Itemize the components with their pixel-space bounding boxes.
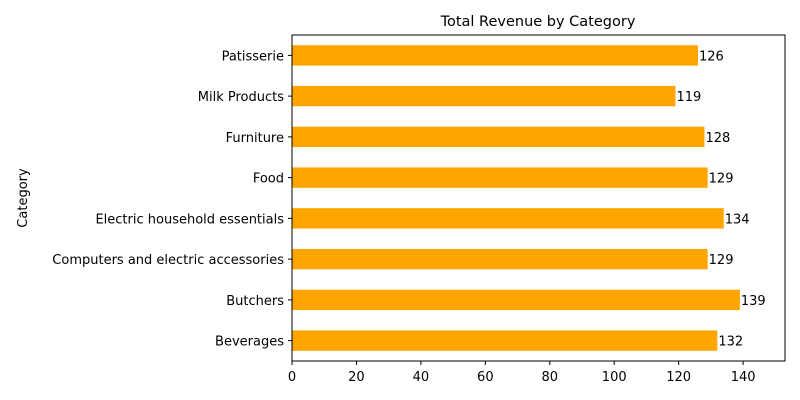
data-label: 119: [676, 90, 701, 105]
category-label: Furniture: [226, 131, 284, 146]
x-tick-label: 100: [602, 370, 627, 385]
category-label: Computers and electric accessories: [52, 253, 284, 268]
category-label: Beverages: [215, 335, 284, 350]
bars-group: 132 139 129 134 129 128 119 126: [292, 45, 766, 351]
data-label: 129: [709, 253, 734, 268]
x-tick-label: 40: [413, 370, 430, 385]
category-label: Food: [253, 172, 284, 187]
chart-title: Total Revenue by Category: [440, 14, 636, 30]
bar-milk-products: [292, 85, 676, 107]
bar-computers-and-electric-accessories: [292, 248, 708, 270]
y-axis-label: Category: [16, 168, 31, 228]
data-label: 126: [699, 49, 724, 64]
x-ticks-group: 0 20 40 60 80 100 120 140: [288, 361, 756, 385]
bar-electric-household-essentials: [292, 208, 724, 229]
y-categories-group: Beverages Butchers Computers and electric …: [52, 49, 292, 350]
data-label: 128: [705, 131, 730, 146]
data-label: 129: [709, 172, 734, 187]
x-tick-label: 120: [666, 370, 691, 385]
bar-food: [292, 167, 708, 188]
bar-furniture: [292, 126, 705, 148]
category-label: Milk Products: [198, 90, 284, 105]
data-label: 134: [725, 212, 750, 227]
category-label: Electric household essentials: [95, 212, 284, 227]
bar-beverages: [292, 330, 718, 351]
x-tick-label: 140: [731, 370, 756, 385]
bar-butchers: [292, 289, 740, 311]
x-tick-label: 80: [542, 370, 559, 385]
data-label: 132: [718, 335, 743, 350]
category-label: Butchers: [226, 294, 284, 309]
x-tick-label: 20: [348, 370, 365, 385]
data-label: 139: [741, 294, 766, 309]
category-label: Patisserie: [222, 49, 284, 64]
plot-area-frame: [291, 34, 786, 362]
x-tick-label: 0: [288, 370, 296, 385]
bar-patisserie: [292, 45, 698, 66]
x-tick-label: 60: [477, 370, 494, 385]
